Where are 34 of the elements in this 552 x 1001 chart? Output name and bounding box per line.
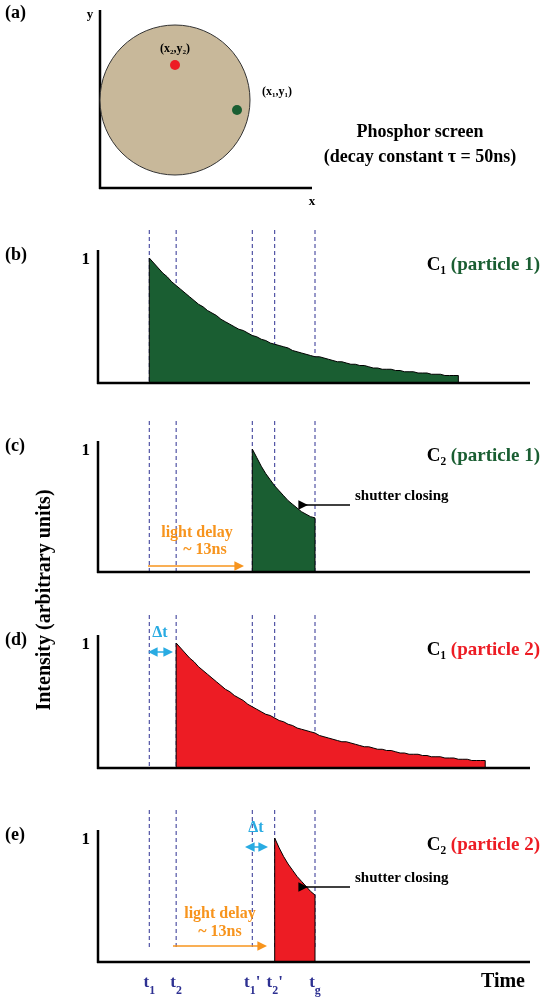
text: (c) [5, 435, 25, 456]
annotation: shutter closing [355, 869, 449, 885]
annotation: light delay [184, 904, 256, 922]
text: Phosphor screen [356, 121, 484, 141]
chart-title: C₂ (particle 1) [426, 444, 540, 466]
x-axis-title: Time [480, 969, 526, 991]
text: (d) [5, 629, 27, 650]
y-axis-title: Intensity (arbitrary units) [32, 489, 55, 711]
text: (decay constant τ = 50ns) [323, 146, 517, 167]
annotation: shutter closing [355, 487, 449, 503]
x-tick-label: t$_{1}$' [244, 972, 261, 997]
chart-title: C₁ (particle 2) [426, 638, 540, 660]
text: (b) [5, 244, 27, 265]
annotation: light delay [161, 523, 233, 541]
x-tick-label: t$_{2}$ [170, 972, 183, 997]
text: (e) [5, 824, 25, 845]
annotation: ~ 13ns [183, 540, 227, 557]
annotation: ~ 13ns [198, 922, 242, 939]
x-tick-label: t$_{2}$' [266, 972, 283, 997]
text: Δt [248, 818, 265, 835]
chart-title: C₁ (particle 1) [426, 253, 540, 275]
text: (a) [5, 2, 26, 23]
text: 1 [81, 440, 90, 459]
text: 1 [81, 829, 90, 848]
chart-title: C₂ (particle 2) [426, 833, 540, 855]
text: 1 [81, 249, 90, 268]
text: 1 [81, 634, 90, 653]
text: x [308, 193, 316, 208]
x-tick-label: t$_{g}$ [309, 972, 321, 997]
x-tick-label: t$_{1}$ [143, 972, 156, 997]
text: y [86, 6, 94, 21]
text: (x₂,y₂) [159, 41, 191, 55]
text: (x₁,y₁) [261, 84, 293, 98]
text: Δt [152, 623, 169, 640]
